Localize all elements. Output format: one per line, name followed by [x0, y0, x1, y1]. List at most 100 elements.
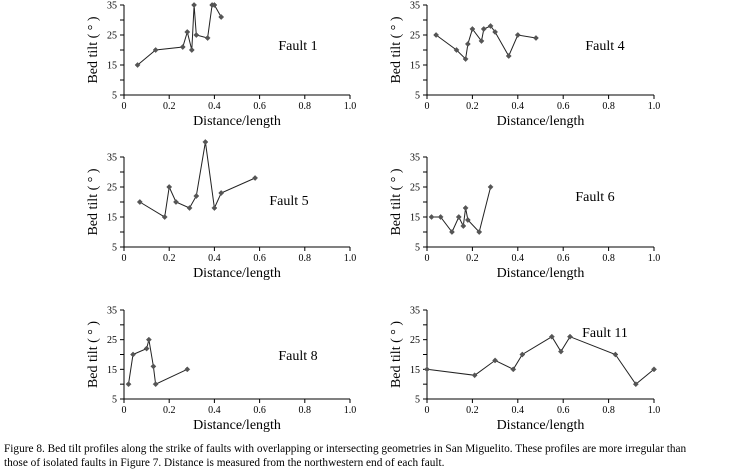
panel-4-x-axis-title: Distance/length: [497, 266, 585, 281]
panel-4-x-tick-label: 0.8: [602, 253, 615, 264]
panel-3-x-axis-title: Distance/length: [193, 266, 281, 281]
panel-6-data-point: [557, 348, 564, 355]
panel-6-data-point: [471, 372, 478, 379]
panel-6-data-point: [492, 357, 499, 364]
panel-4-x-tick-label: 0.4: [512, 253, 525, 264]
panel-3-y-tick-label: 25: [107, 183, 117, 194]
panel-4-y-tick-label: 25: [410, 183, 420, 194]
panel-3-chart: 5 15 25 35 0 0.2 0.4 0.6 0.8 1.0 Distance/length Be…: [86, 139, 356, 281]
panel-1-x-tick-label: 0: [122, 101, 127, 112]
panel-6-chart: 5 15 25 35 0 0.2 0.4 0.6 0.8 1.0 Distance/length Be…: [389, 306, 660, 434]
panel-1-y-tick-label: 35: [107, 1, 117, 12]
panel-5-x-tick-label: 0.4: [208, 405, 221, 416]
panel-5-x-tick-label: 0: [122, 405, 127, 416]
panel-2-data-point: [487, 23, 494, 29]
panel-1-x-tick-label: 0.8: [299, 101, 312, 112]
panel-3-data-point: [211, 205, 218, 211]
panel-1-data-point: [218, 14, 225, 20]
panel-1-x-tick-label: 0.2: [163, 101, 176, 112]
panel-6-data-point: [424, 366, 430, 373]
panel-1-y-axis-title: Bed tilt ( ° ): [86, 16, 101, 83]
panel-6-data-point: [612, 351, 619, 358]
panel-1-fault-label: Fault 1: [278, 39, 317, 54]
panel-2-x-tick-label: 1.0: [648, 101, 661, 112]
panel-5-series-line: [128, 339, 188, 385]
panel-3-x-tick-label: 0: [122, 253, 127, 264]
panel-3-y-tick-label: 5: [112, 243, 117, 254]
panel-2-x-axis-title: Distance/length: [497, 114, 585, 129]
panel-4-x-tick-label: 0.2: [466, 253, 479, 264]
panel-2-data-point: [462, 56, 469, 62]
panel-4-data-point: [437, 214, 444, 220]
panel-3-y-tick-label: 15: [107, 213, 117, 224]
panel-1-data-point: [191, 2, 198, 8]
panel-5-chart: 5 15 25 35 0 0.2 0.4 0.6 0.8 1.0 Distance/length Be…: [86, 306, 356, 434]
panel-3-y-axis-title: Bed tilt ( ° ): [86, 168, 101, 235]
panel-2-data-point: [480, 26, 487, 32]
panel-5-data-point: [152, 381, 159, 388]
panel-2-y-tick-label: 35: [410, 1, 420, 12]
panel-5-data-point: [130, 351, 136, 358]
panel-5-y-axis-title: Bed tilt ( ° ): [86, 321, 101, 388]
panel-1-data-point: [193, 32, 200, 38]
panel-4-x-tick-label: 1.0: [648, 253, 661, 264]
panel-2-data-point: [464, 41, 471, 47]
panel-3-data-point: [193, 193, 200, 199]
panel-1-y-tick-label: 5: [112, 91, 117, 102]
panel-3-x-tick-label: 0.4: [208, 253, 221, 264]
figure-caption: Figure 8. Bed tilt profiles along the st…: [4, 442, 744, 470]
panel-4-data-point: [462, 205, 469, 211]
panel-5-y-tick-label: 35: [107, 306, 117, 317]
panel-1-x-tick-label: 1.0: [344, 101, 357, 112]
panel-5-x-tick-label: 0.6: [253, 405, 266, 416]
panel-5-x-tick-label: 1.0: [344, 405, 357, 416]
panel-6-series-line: [426, 336, 655, 385]
panel-4-data-point: [487, 184, 494, 190]
panel-5-x-tick-label: 0.2: [163, 405, 176, 416]
panel-4-x-tick-label: 0.6: [557, 253, 570, 264]
panel-1-data-point: [152, 47, 159, 53]
panel-6-fault-label: Fault 11: [582, 326, 628, 341]
panel-5-data-point: [145, 336, 152, 343]
panel-6-data-point: [567, 333, 573, 340]
panel-6-x-tick-label: 0: [425, 405, 430, 416]
panel-2-series-line: [435, 25, 537, 61]
figure-charts: 5 15 25 35 0 0.2 0.4 0.6 0.8 1.0 Distance/length Be…: [86, 1, 661, 434]
panel-4-x-tick-label: 0: [425, 253, 430, 264]
panel-2-x-tick-label: 0: [425, 101, 430, 112]
panel-4-data-point: [455, 214, 462, 220]
panel-3-x-tick-label: 0.2: [163, 253, 176, 264]
panel-1-data-point: [188, 47, 195, 53]
panel-3-fault-label: Fault 5: [269, 194, 308, 209]
panel-4-data-point: [460, 223, 467, 229]
panel-2-data-point: [453, 47, 460, 53]
panel-6-y-tick-label: 25: [410, 335, 420, 346]
panel-2-y-tick-label: 25: [410, 31, 420, 42]
panel-2-fault-label: Fault 4: [585, 39, 624, 54]
panel-6-x-tick-label: 0.8: [602, 405, 615, 416]
panel-4-series-line: [431, 186, 492, 234]
panel-3-x-tick-label: 0.8: [299, 253, 312, 264]
panel-2-y-axis-title: Bed tilt ( ° ): [389, 16, 404, 83]
panel-3-data-point: [166, 184, 173, 190]
caption-line-1: Figure 8. Bed tilt profiles along the st…: [4, 443, 687, 455]
panel-4-data-point: [428, 214, 435, 220]
panel-5-data-point: [184, 366, 191, 373]
panel-6-data-point: [510, 366, 517, 373]
panel-6-x-tick-label: 0.6: [557, 405, 570, 416]
panel-5-data-point: [143, 345, 150, 352]
panel-3-data-point: [161, 214, 168, 220]
panel-2-chart: 5 15 25 35 0 0.2 0.4 0.6 0.8 1.0 Distance/length Be…: [389, 1, 660, 130]
panel-3-x-tick-label: 0.6: [253, 253, 266, 264]
panel-1-data-point: [134, 62, 141, 68]
panel-1-data-point: [211, 2, 218, 8]
panel-5-y-tick-label: 25: [107, 335, 117, 346]
panel-2-data-point: [505, 53, 512, 59]
panel-1-x-tick-label: 0.6: [253, 101, 266, 112]
panel-2-x-tick-label: 0.8: [602, 101, 615, 112]
panel-4-data-point: [464, 217, 471, 223]
panel-6-y-tick-label: 5: [415, 395, 420, 406]
panel-4-y-tick-label: 35: [410, 153, 420, 164]
panel-6-y-tick-label: 35: [410, 306, 420, 317]
panel-1-x-axis-title: Distance/length: [193, 114, 281, 129]
